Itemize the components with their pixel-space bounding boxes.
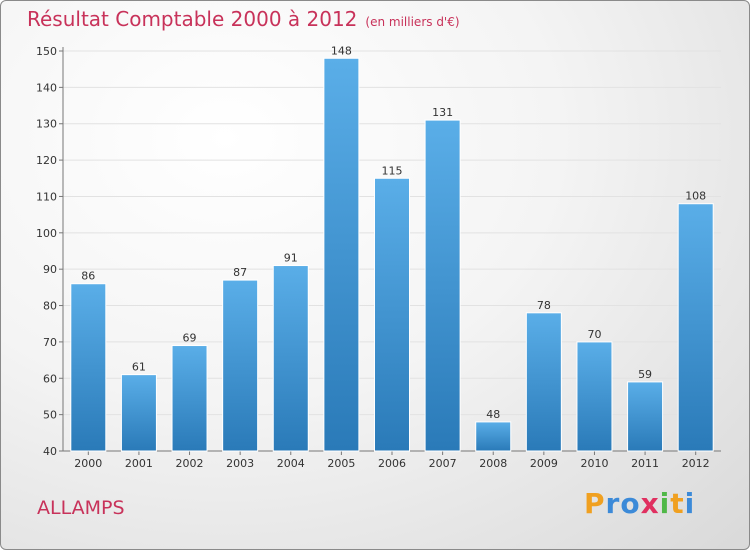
x-tick-label: 2009 — [530, 457, 558, 470]
bar — [222, 279, 259, 452]
bar-value-label: 69 — [183, 332, 197, 345]
bar-value-label: 131 — [432, 106, 453, 119]
bar — [171, 345, 208, 452]
bar-value-label: 86 — [81, 270, 95, 283]
x-tick-label: 2003 — [226, 457, 254, 470]
bar — [525, 312, 562, 452]
y-tick-label: 60 — [43, 372, 57, 385]
y-tick-label: 80 — [43, 300, 57, 313]
x-tick-label: 2001 — [125, 457, 153, 470]
bar-value-label: 61 — [132, 361, 146, 374]
logo-letter: P — [584, 487, 606, 520]
logo-letter: t — [670, 487, 685, 520]
y-tick-label: 50 — [43, 409, 57, 422]
x-tick-label: 2000 — [74, 457, 102, 470]
x-tick-label: 2007 — [429, 457, 457, 470]
x-tick-label: 2011 — [631, 457, 659, 470]
labels: 86 2000 61 2001 69 2002 87 2003 91 2004 148 2005 115… — [74, 44, 709, 470]
chart-title: Résultat Comptable 2000 à 2012 (en millie… — [27, 7, 460, 31]
logo-letter: x — [640, 487, 660, 520]
bar — [576, 341, 613, 452]
bar — [272, 265, 309, 452]
x-tick-label: 2004 — [277, 457, 305, 470]
bar-value-label: 48 — [486, 408, 500, 421]
bar-value-label: 91 — [284, 252, 298, 265]
y-tick-label: 110 — [36, 190, 57, 203]
y-tick-label: 150 — [36, 45, 57, 58]
bars — [70, 57, 714, 452]
x-tick-label: 2005 — [327, 457, 355, 470]
y-tick-label: 130 — [36, 118, 57, 131]
x-tick-label: 2012 — [682, 457, 710, 470]
x-tick-label: 2008 — [479, 457, 507, 470]
bar-value-label: 87 — [233, 266, 247, 279]
bar — [475, 421, 512, 452]
bar-value-label: 108 — [685, 190, 706, 203]
y-tick-label: 120 — [36, 154, 57, 167]
y-tick-label: 100 — [36, 227, 57, 240]
x-tick-label: 2006 — [378, 457, 406, 470]
bar — [677, 203, 714, 452]
bar-value-label: 115 — [382, 164, 403, 177]
y-tick-label: 90 — [43, 263, 57, 276]
y-tick-label: 140 — [36, 81, 57, 94]
bar-value-label: 59 — [638, 368, 652, 381]
x-tick-label: 2002 — [176, 457, 204, 470]
proxiti-logo[interactable]: Proxiti — [584, 487, 695, 520]
bar-value-label: 148 — [331, 44, 352, 57]
logo-letter: i — [659, 487, 671, 520]
y-tick-label: 70 — [43, 336, 57, 349]
bar — [374, 177, 410, 452]
bar — [424, 119, 461, 452]
chart-subtitle: (en milliers d'€) — [365, 15, 460, 29]
bar-value-label: 78 — [537, 299, 551, 312]
chart-title-main: Résultat Comptable 2000 à 2012 — [27, 7, 358, 31]
bar-value-label: 70 — [587, 328, 601, 341]
logo-letter: o — [620, 487, 641, 520]
x-tick-label: 2010 — [580, 457, 608, 470]
commune-name: ALLAMPS — [37, 497, 125, 519]
logo-letter: r — [605, 487, 621, 520]
bar — [627, 381, 664, 452]
y-tick-label: 40 — [43, 445, 57, 458]
bar — [120, 374, 157, 452]
bar — [70, 283, 107, 452]
logo-letter: i — [684, 487, 696, 520]
bar — [323, 57, 360, 452]
